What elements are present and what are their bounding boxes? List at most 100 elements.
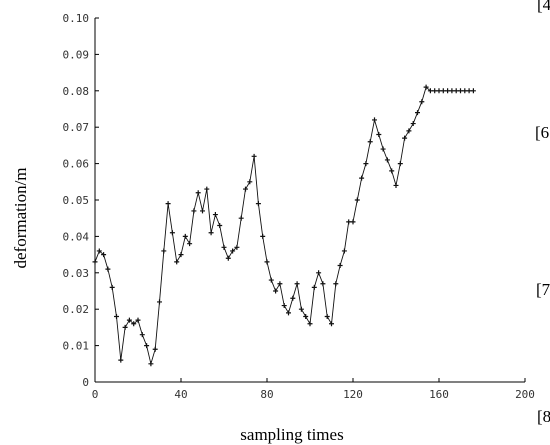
data-point-marker [337,263,343,269]
data-point-marker [354,197,360,203]
data-point-marker [191,208,197,214]
data-point-marker [410,121,416,127]
data-point-marker [122,324,128,330]
data-point-marker [109,284,115,290]
data-point-marker [294,281,300,287]
ticks-layer: 0 0.01 0.02 0.03 0.04 0.05 0.06 0.07 0.08 0.09 0.1… [63,12,535,401]
data-point-marker [307,321,313,327]
y-tick-label: 0.03 [63,267,90,280]
data-point-marker [255,201,261,207]
data-point-marker [367,139,373,145]
data-point-marker [419,99,425,105]
data-point-marker [286,310,291,316]
y-tick-label: 0.09 [63,48,90,61]
data-point-marker [436,88,442,94]
y-tick-label: 0 [82,376,89,389]
x-tick-label: 80 [260,388,273,401]
data-point-marker [440,88,446,94]
data-point-marker [406,128,412,134]
data-point-marker [397,161,403,167]
data-point-marker [341,248,347,254]
x-tick-label: 160 [429,388,449,401]
data-point-marker [230,248,236,254]
data-point-marker [359,175,365,181]
data-point-marker [298,306,304,312]
data-point-marker [333,281,339,287]
data-point-marker [393,182,399,188]
data-point-marker [157,299,162,305]
side-reference-label: [6 [535,123,549,142]
data-point-marker [346,219,352,225]
data-point-marker [96,248,102,254]
data-point-marker [217,222,223,228]
x-tick-label: 0 [92,388,99,401]
data-point-marker [182,233,188,239]
data-point-marker [449,88,455,94]
data-point-marker [264,259,270,265]
y-tick-label: 0.10 [63,12,90,25]
data-point-marker [311,284,317,290]
data-point-marker [148,361,154,367]
data-point-marker [174,259,180,265]
data-point-marker [169,230,175,236]
data-point-marker [200,208,205,214]
data-point-marker [225,255,231,261]
x-tick-label: 40 [174,388,187,401]
side-reference-label: [4 [537,0,550,14]
data-point-marker [152,346,158,352]
data-point-marker [247,179,253,185]
data-point-marker [187,241,193,247]
data-point-marker [101,252,107,258]
data-point-marker [350,219,356,225]
side-reference-label: [8 [537,407,550,426]
x-tick-label: 120 [343,388,363,401]
data-point-marker [243,186,248,192]
data-point-marker [144,343,150,349]
data-point-marker [470,88,476,94]
data-point-marker [273,288,279,294]
data-point-marker [126,317,132,323]
data-point-marker [212,212,218,218]
x-axis-title: sampling times [240,425,343,444]
data-point-marker [389,168,395,174]
data-point-marker [432,88,438,94]
y-tick-label: 0.02 [63,303,90,316]
data-point-marker [415,110,420,116]
data-point-marker [320,281,326,287]
data-point-marker [234,244,240,250]
data-point-marker [165,201,171,207]
data-point-marker [303,313,309,319]
data-point-marker [277,281,283,287]
data-point-marker [118,357,124,363]
data-point-marker [376,131,382,137]
y-tick-label: 0.05 [63,194,90,207]
data-point-marker [251,153,257,159]
data-point-marker [363,161,369,167]
data-point-marker [290,295,296,301]
data-point-marker [260,233,266,239]
data-point-marker [453,88,459,94]
data-point-marker [221,244,227,250]
data-point-marker [329,321,334,327]
data-point-marker [139,332,145,338]
data-point-marker [238,215,244,221]
data-point-marker [92,259,98,265]
data-point-marker [105,266,111,272]
data-point-marker [458,88,463,94]
data-point-marker [135,317,141,323]
data-point-marker [114,313,119,319]
series-line [94,86,474,366]
data-point-marker [462,88,468,94]
data-point-marker [161,248,167,254]
y-tick-label: 0.04 [63,230,90,243]
data-point-marker [445,88,451,94]
data-point-marker [131,321,137,327]
y-tick-label: 0.01 [63,340,90,353]
data-point-marker [208,230,214,236]
data-point-marker [281,303,287,309]
series-layer [92,84,476,367]
x-tick-label: 200 [515,388,535,401]
y-tick-label: 0.08 [63,85,90,98]
data-point-marker [384,157,390,163]
